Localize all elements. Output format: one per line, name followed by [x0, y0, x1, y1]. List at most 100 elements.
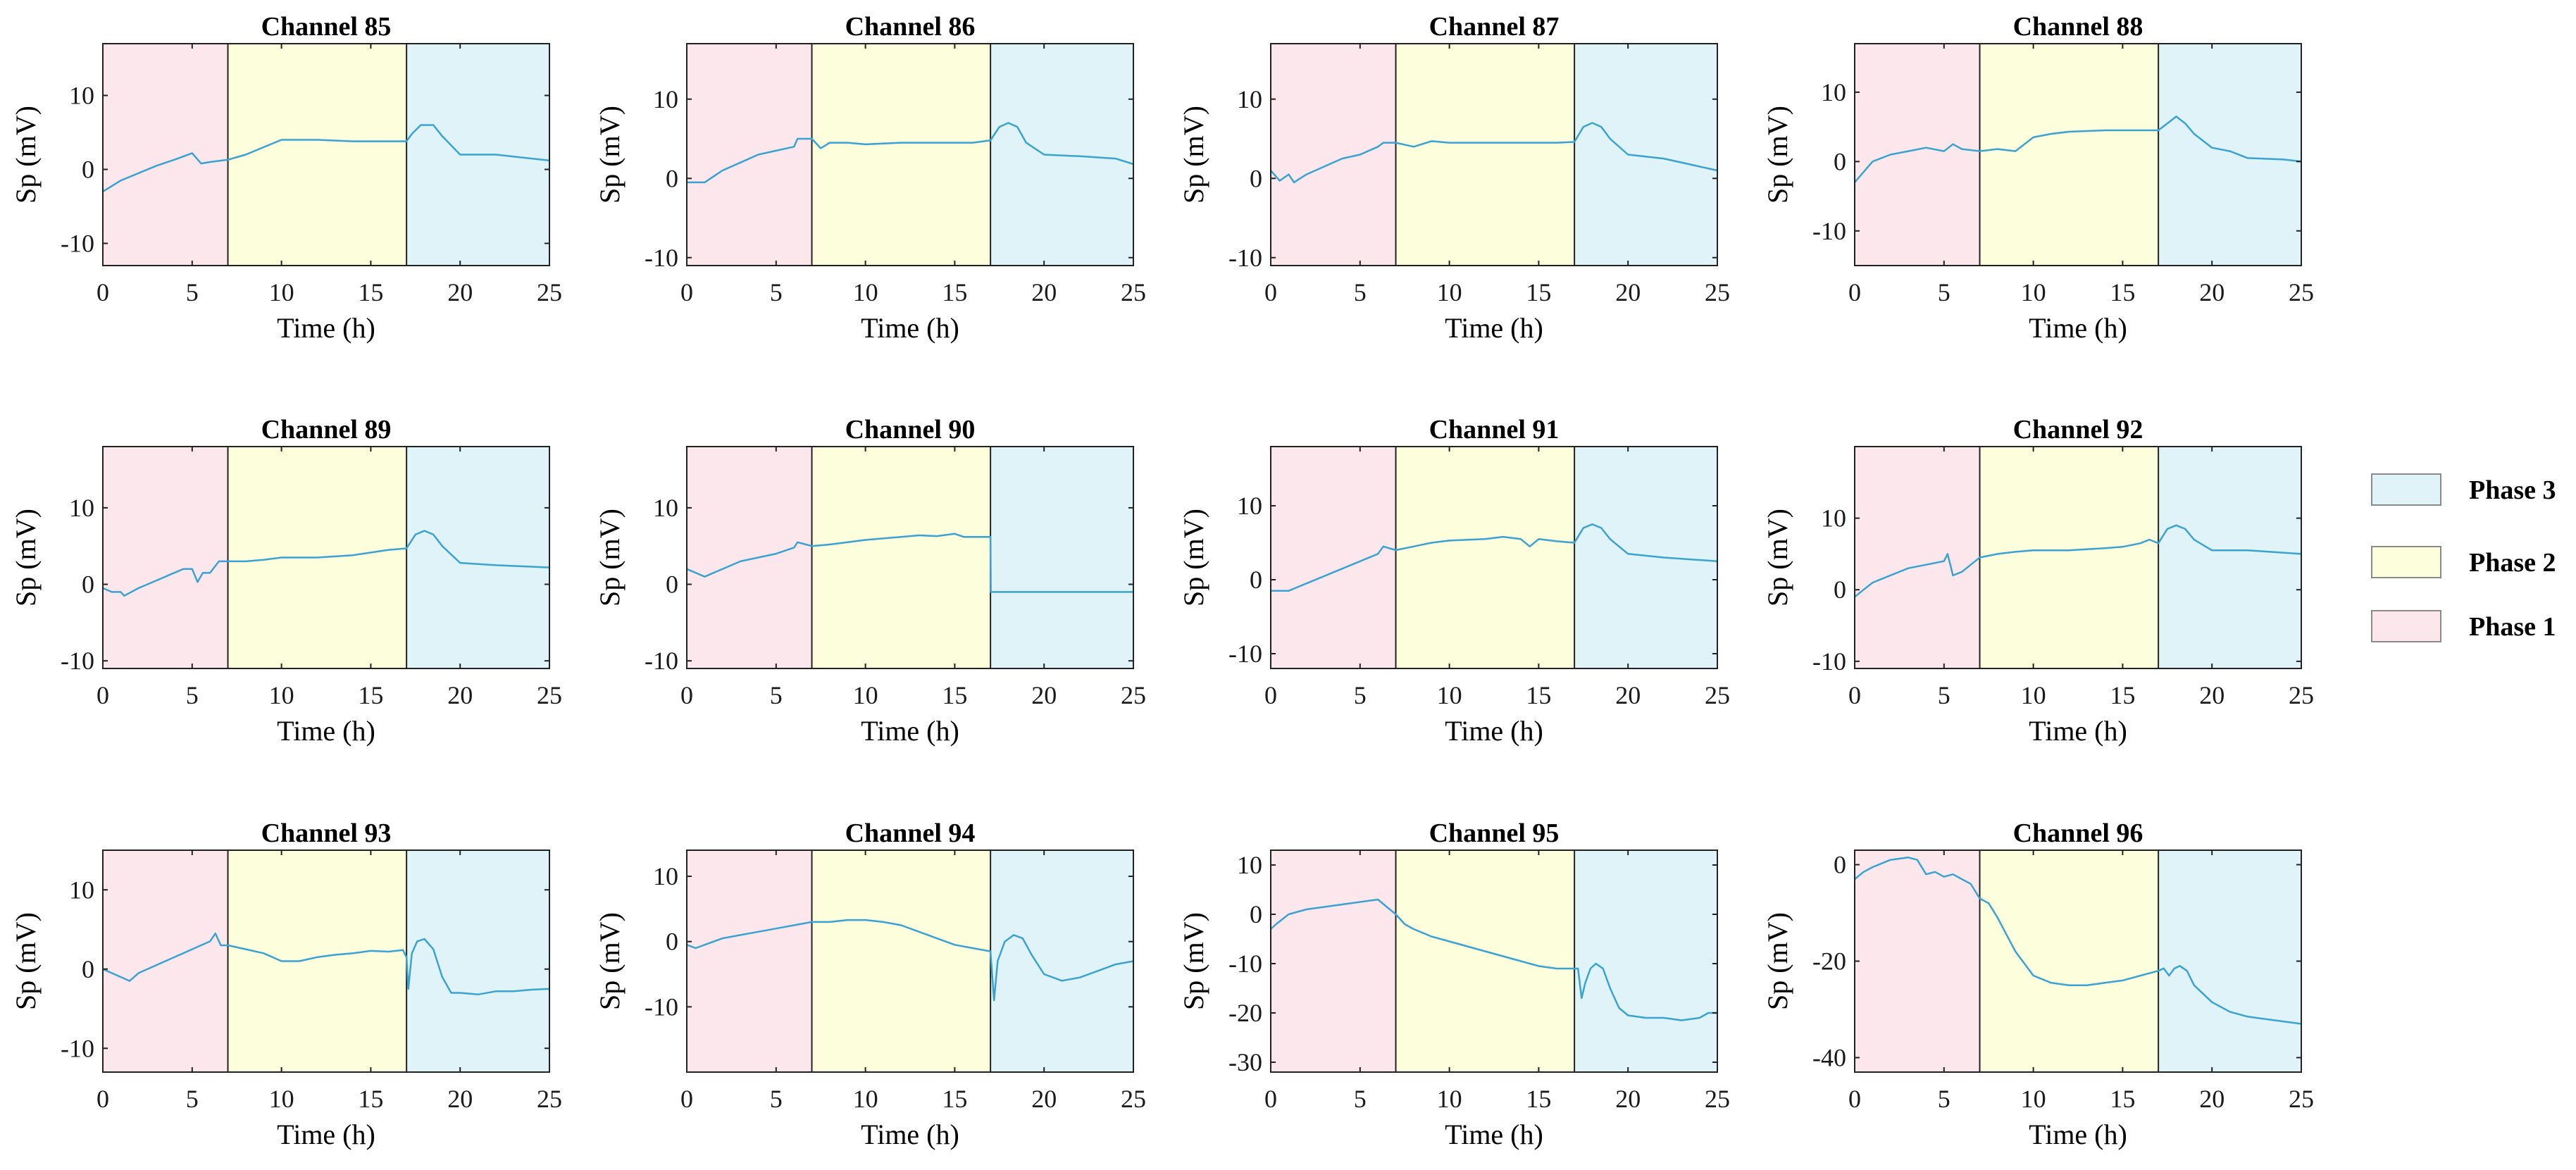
plot-frame [1270, 446, 1718, 669]
y-axis-label: Sp (mV) [594, 509, 626, 606]
phase-region-1 [1271, 850, 1396, 1072]
subplot-title: Channel 92 [2013, 415, 2143, 444]
phase-region-3 [2158, 447, 2301, 668]
x-axis-label: Time (h) [2029, 715, 2127, 747]
x-tick-label: 15 [942, 681, 967, 709]
legend: Phase 3 Phase 2 Phase 1 [2371, 473, 2556, 642]
y-tick-label: 10 [1821, 504, 1846, 533]
phase-region-3 [2158, 44, 2301, 266]
y-tick-label: 10 [1237, 851, 1262, 879]
series-line [1270, 122, 1718, 184]
y-tick-label: 10 [1821, 78, 1846, 106]
x-tick-label: 5 [186, 278, 199, 306]
legend-swatch-phase-3 [2371, 473, 2441, 506]
plot-frame [102, 850, 550, 1073]
y-tick-label: 10 [1237, 492, 1262, 520]
y-tick-label: -10 [61, 1034, 94, 1062]
phase-region-2 [1979, 44, 2159, 266]
series-line [1854, 857, 2302, 1025]
y-tick-label: 10 [653, 862, 678, 890]
plot-frame [1270, 850, 1718, 1073]
y-tick-label: 10 [1237, 85, 1262, 113]
y-tick-label: 0 [82, 571, 94, 599]
x-tick-label: 15 [942, 1085, 967, 1113]
phase-region-3 [406, 850, 549, 1072]
phase-region-1 [103, 447, 228, 668]
x-tick-label: 25 [1121, 1085, 1146, 1113]
y-axis-label: Sp (mV) [10, 106, 42, 204]
x-tick-label: 5 [1938, 1085, 1950, 1113]
x-tick-label: 20 [1615, 278, 1641, 306]
x-tick-label: 10 [2021, 278, 2046, 306]
subplot-title: Channel 86 [845, 12, 976, 42]
y-tick-label: 0 [1250, 900, 1262, 928]
series-line [1270, 898, 1717, 1021]
phase-region-2 [228, 44, 407, 266]
subplot-title: Channel 96 [2013, 819, 2143, 848]
x-tick-label: 5 [1938, 681, 1950, 709]
phase-region-3 [1574, 447, 1717, 668]
x-tick-label: 0 [97, 278, 109, 306]
x-tick-label: 20 [1031, 278, 1057, 306]
x-tick-label: 5 [186, 1085, 199, 1113]
x-tick-label: 0 [680, 278, 693, 306]
phase-region-1 [687, 44, 812, 266]
x-tick-label: 15 [358, 681, 383, 709]
x-tick-label: 20 [1031, 681, 1057, 709]
x-axis-label: Time (h) [2029, 312, 2127, 344]
y-tick-label: 10 [653, 85, 678, 113]
phase-region-3 [2158, 850, 2301, 1072]
phase-region-2 [1395, 850, 1575, 1072]
y-tick-label: -10 [61, 230, 94, 258]
phase-region-2 [811, 44, 991, 266]
series-line [102, 124, 550, 193]
x-tick-label: 15 [358, 1085, 383, 1113]
legend-swatch-phase-2 [2371, 546, 2441, 578]
x-tick-label: 10 [269, 681, 294, 709]
x-tick-label: 25 [2289, 278, 2314, 306]
y-tick-label: 0 [1250, 566, 1262, 594]
y-tick-label: 10 [653, 494, 678, 522]
y-tick-label: -10 [1228, 640, 1262, 668]
y-tick-label: 0 [1834, 851, 1846, 879]
x-tick-label: 0 [1848, 278, 1861, 306]
x-tick-label: 15 [2110, 278, 2135, 306]
y-axis-label: Sp (mV) [1178, 106, 1209, 204]
y-axis-label: Sp (mV) [10, 912, 42, 1010]
series-line [1854, 524, 2302, 598]
x-tick-label: 5 [1354, 681, 1367, 709]
phase-region-2 [811, 850, 991, 1072]
y-axis-label: Sp (mV) [1762, 106, 1793, 204]
y-axis-label: Sp (mV) [1178, 509, 1209, 606]
phase-region-3 [1574, 44, 1717, 266]
x-tick-label: 25 [537, 681, 562, 709]
x-tick-label: 5 [770, 278, 783, 306]
x-tick-label: 0 [1848, 681, 1861, 709]
legend-label: Phase 3 [2469, 475, 2556, 505]
y-tick-label: -10 [645, 647, 678, 675]
x-axis-label: Time (h) [861, 715, 959, 747]
legend-label: Phase 2 [2469, 548, 2556, 578]
x-tick-label: 10 [853, 681, 878, 709]
series-line [1271, 523, 1718, 592]
phase-region-2 [1979, 850, 2159, 1072]
x-tick-label: 0 [97, 1085, 109, 1113]
x-tick-label: 15 [358, 278, 383, 306]
y-axis-label: Sp (mV) [1178, 912, 1209, 1010]
y-axis-label: Sp (mV) [10, 509, 42, 606]
plot-frame [1854, 446, 2302, 669]
y-tick-label: 10 [69, 876, 94, 904]
y-tick-label: 0 [1834, 575, 1846, 604]
phase-region-3 [990, 850, 1133, 1072]
x-tick-label: 20 [447, 681, 473, 709]
x-tick-label: 25 [1121, 278, 1146, 306]
subplot-title: Channel 89 [261, 415, 392, 444]
phase-region-1 [1855, 850, 1980, 1072]
legend-swatch-phase-1 [2371, 610, 2441, 642]
y-axis-label: Sp (mV) [594, 106, 626, 204]
plot-frame [102, 43, 550, 266]
